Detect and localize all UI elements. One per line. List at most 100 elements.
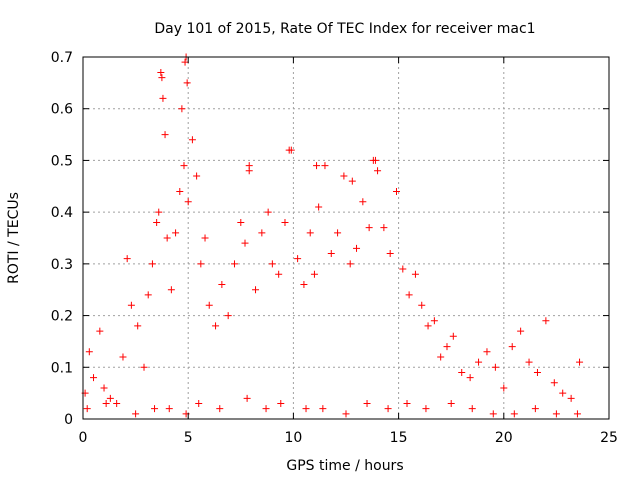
data-point xyxy=(573,410,581,418)
data-point xyxy=(90,374,98,382)
data-point xyxy=(281,218,289,226)
data-point xyxy=(348,177,356,185)
data-point xyxy=(321,162,329,170)
data-point xyxy=(327,250,335,258)
data-point xyxy=(300,281,308,289)
data-point xyxy=(245,162,253,170)
data-point xyxy=(334,229,342,237)
data-point xyxy=(83,405,91,413)
y-tick-label: 0.7 xyxy=(51,50,73,66)
data-point xyxy=(102,399,110,407)
data-point xyxy=(319,405,327,413)
data-point xyxy=(85,348,93,356)
plot-frame xyxy=(82,56,610,420)
data-point xyxy=(475,358,483,366)
data-point xyxy=(340,172,348,180)
data-point xyxy=(195,399,203,407)
x-axis-label: GPS time / hours xyxy=(286,458,403,474)
data-point xyxy=(468,405,476,413)
data-point xyxy=(252,286,260,294)
data-point xyxy=(346,260,354,268)
y-tick-label: 0 xyxy=(64,412,73,428)
x-tick-label: 10 xyxy=(284,430,302,446)
chart-title: Day 101 of 2015, Rate Of TEC Index for r… xyxy=(154,21,535,37)
data-point xyxy=(403,399,411,407)
data-point xyxy=(243,394,251,402)
data-point xyxy=(489,410,497,418)
x-tick-label: 0 xyxy=(79,430,88,446)
x-tick-label: 5 xyxy=(184,430,193,446)
data-point xyxy=(552,410,560,418)
data-point xyxy=(517,327,525,335)
data-point xyxy=(163,234,171,242)
data-point xyxy=(258,229,266,237)
data-point xyxy=(567,394,575,402)
data-point xyxy=(313,162,321,170)
data-point xyxy=(531,405,539,413)
data-point xyxy=(197,260,205,268)
data-point xyxy=(405,291,413,299)
data-point xyxy=(134,322,142,330)
data-points xyxy=(81,53,584,418)
data-point xyxy=(533,368,541,376)
data-point xyxy=(458,368,466,376)
data-point xyxy=(306,229,314,237)
data-point xyxy=(508,343,516,351)
x-axis-ticks: 0 5 10 15 20 25 xyxy=(79,57,618,446)
data-point xyxy=(466,374,474,382)
grid-lines xyxy=(83,57,609,419)
data-point xyxy=(430,317,438,325)
data-point xyxy=(510,410,518,418)
data-point xyxy=(224,312,232,320)
data-point xyxy=(100,384,108,392)
data-point xyxy=(559,389,567,397)
data-point xyxy=(310,270,318,278)
data-point xyxy=(123,255,131,263)
data-point xyxy=(216,405,224,413)
data-point xyxy=(96,327,104,335)
data-point xyxy=(363,399,371,407)
data-point xyxy=(542,317,550,325)
data-point xyxy=(411,270,419,278)
data-point xyxy=(392,187,400,195)
x-tick-label: 15 xyxy=(390,430,408,446)
data-point xyxy=(264,208,272,216)
data-point xyxy=(525,358,533,366)
data-point xyxy=(241,239,249,247)
y-tick-label: 0.3 xyxy=(51,257,73,273)
data-point xyxy=(447,399,455,407)
data-point xyxy=(132,410,140,418)
data-point xyxy=(342,410,350,418)
data-point xyxy=(140,363,148,371)
data-point xyxy=(380,224,388,232)
data-point xyxy=(151,405,159,413)
data-point xyxy=(144,291,152,299)
y-tick-label: 0.2 xyxy=(51,309,73,325)
data-point xyxy=(218,281,226,289)
data-point xyxy=(418,301,426,309)
data-point xyxy=(268,260,276,268)
data-point xyxy=(294,255,302,263)
data-point xyxy=(371,156,379,164)
data-point xyxy=(315,203,323,211)
data-point xyxy=(443,343,451,351)
y-axis-ticks: 0 0.1 0.2 0.3 0.4 0.5 0.6 0.7 xyxy=(51,50,609,428)
data-point xyxy=(262,405,270,413)
data-point xyxy=(365,224,373,232)
data-point xyxy=(205,301,213,309)
y-tick-label: 0.6 xyxy=(51,102,73,118)
y-tick-label: 0.5 xyxy=(51,153,73,169)
data-point xyxy=(212,322,220,330)
data-point xyxy=(148,260,156,268)
data-point xyxy=(178,105,186,113)
data-point xyxy=(384,405,392,413)
data-point xyxy=(491,363,499,371)
data-point xyxy=(424,322,432,330)
data-point xyxy=(113,399,121,407)
data-point xyxy=(483,348,491,356)
x-tick-label: 20 xyxy=(495,430,513,446)
data-point xyxy=(155,208,163,216)
data-point xyxy=(500,384,508,392)
data-point xyxy=(180,162,188,170)
